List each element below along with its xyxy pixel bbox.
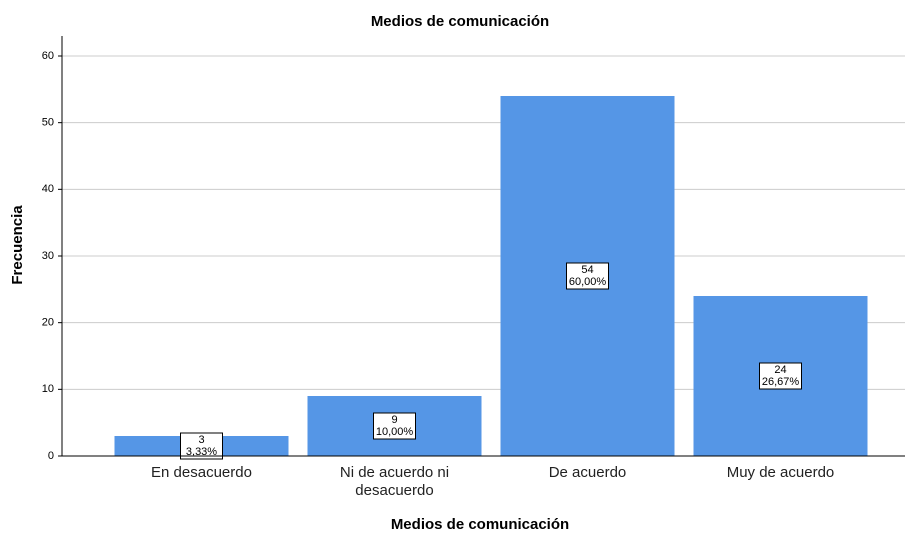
chart-title: Medios de comunicación xyxy=(371,13,549,30)
data-label-box xyxy=(180,432,223,460)
data-label-box xyxy=(566,262,609,290)
y-axis-title: Frecuencia xyxy=(9,205,26,285)
y-tick-label: 50 xyxy=(42,117,54,129)
x-tick-label: De acuerdo xyxy=(548,464,627,481)
data-label: 54 xyxy=(581,264,593,276)
data-label-box xyxy=(759,362,802,390)
data-label-box xyxy=(373,412,416,440)
y-tick-label: 20 xyxy=(42,317,54,329)
x-tick-label: Ni de acuerdo ni desacuerdo xyxy=(339,464,450,499)
percentage-label: 3,33% xyxy=(186,446,217,458)
y-tick-label: 30 xyxy=(42,250,54,262)
x-tick-label: Muy de acuerdo xyxy=(726,464,835,481)
y-tick-label: 10 xyxy=(42,383,54,395)
y-tick-label: 40 xyxy=(42,183,54,195)
percentage-label: 26,67% xyxy=(762,376,800,388)
percentage-label: 10,00% xyxy=(376,426,414,438)
y-tick-label: 60 xyxy=(42,50,54,62)
data-label: 3 xyxy=(198,434,204,446)
y-tick-label: 0 xyxy=(48,450,54,462)
data-label: 24 xyxy=(774,364,786,376)
data-label: 9 xyxy=(391,414,397,426)
percentage-label: 60,00% xyxy=(569,276,607,288)
x-tick-label: En desacuerdo xyxy=(151,464,252,481)
x-axis-title: Medios de comunicación xyxy=(391,516,569,533)
